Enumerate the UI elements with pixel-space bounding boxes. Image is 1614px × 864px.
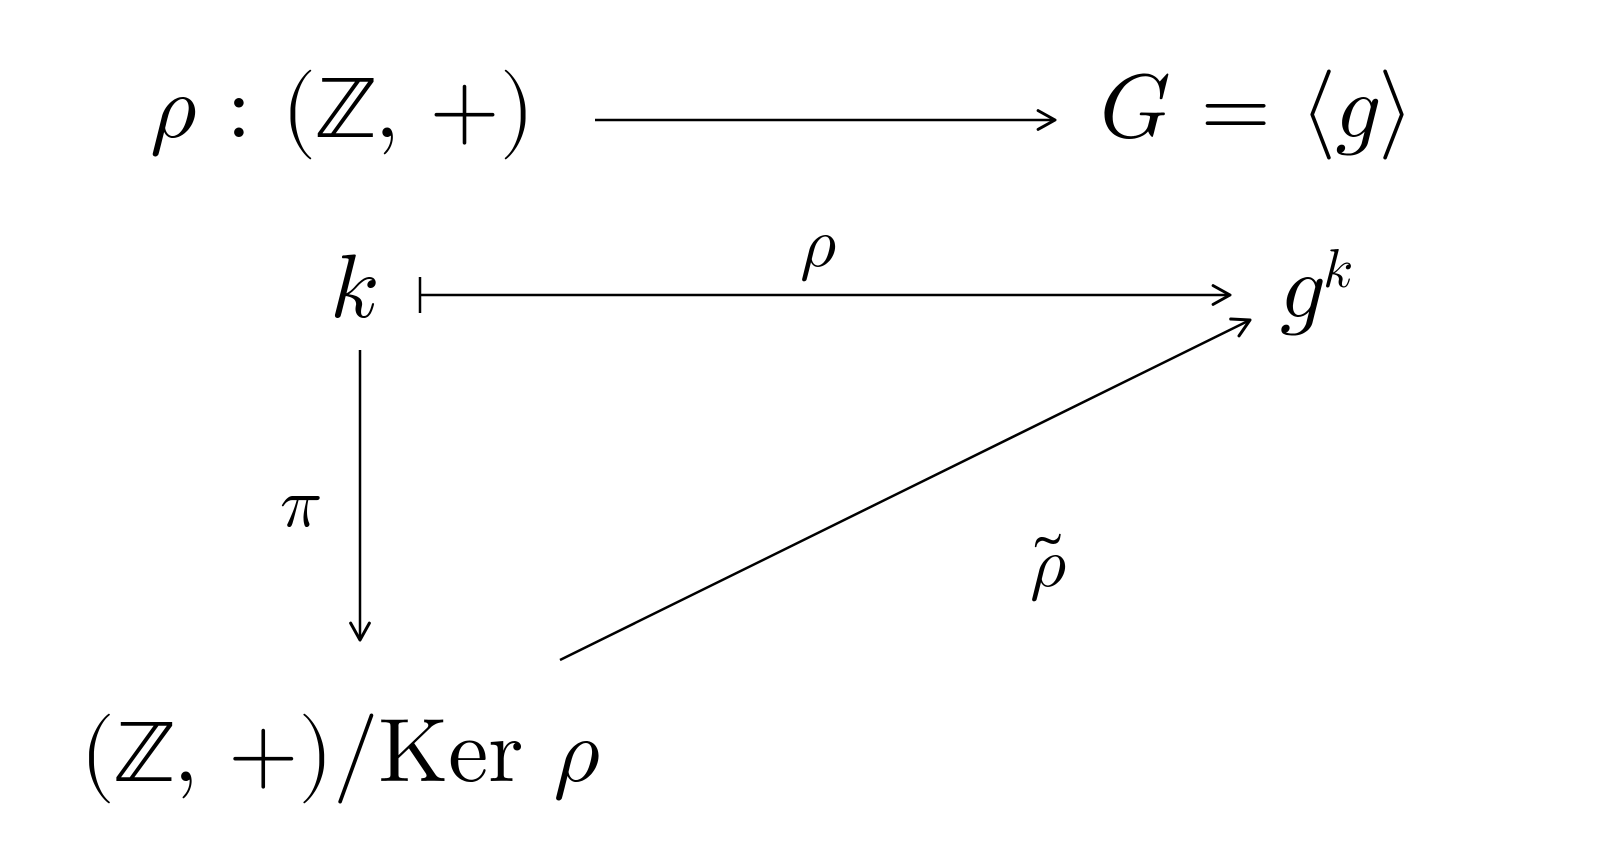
node-g: 𝑔𝑘: [1280, 245, 1352, 335]
z-symbol: ℤ: [316, 69, 374, 159]
edge-label-pi: 𝜋: [280, 470, 320, 540]
ker-text: Ker: [378, 681, 523, 808]
g-base: 𝑔: [1280, 245, 1323, 335]
g-exponent: 𝑘: [1323, 243, 1352, 298]
node-k: 𝑘: [330, 245, 377, 335]
arrow-rho-tilde: [560, 320, 1250, 660]
edge-label-rho-tilde: 𝜌̃: [1030, 530, 1066, 600]
rho-colon: 𝜌 :: [150, 65, 281, 155]
generator-g: 𝑔: [1336, 65, 1379, 155]
node-top-left: 𝜌 : (ℤ, +): [150, 65, 535, 159]
edge-label-rho: 𝜌: [800, 210, 836, 280]
node-quotient: (ℤ, +)/Ker 𝜌: [80, 700, 600, 803]
node-top-right: 𝐺 = ⟨𝑔⟩: [1100, 65, 1413, 155]
z-symbol-2: ℤ: [115, 713, 173, 803]
